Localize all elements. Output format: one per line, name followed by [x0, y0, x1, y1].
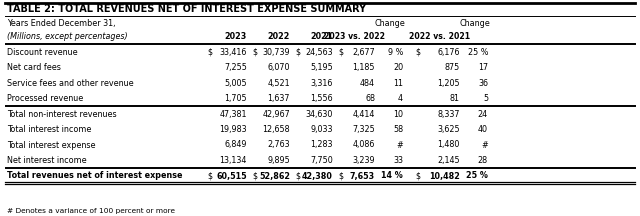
Text: 2,677: 2,677 [352, 48, 375, 57]
Text: 81: 81 [450, 94, 460, 103]
Text: $: $ [415, 172, 420, 181]
Text: 42,967: 42,967 [262, 110, 290, 119]
Text: 5: 5 [483, 94, 488, 103]
Text: 5,195: 5,195 [310, 63, 333, 72]
Text: 24: 24 [478, 110, 488, 119]
Text: #: # [396, 140, 403, 149]
Text: 30,739: 30,739 [262, 48, 290, 57]
Text: 36: 36 [478, 78, 488, 87]
Text: 6,176: 6,176 [438, 48, 460, 57]
Text: # Denotes a variance of 100 percent or more: # Denotes a variance of 100 percent or m… [7, 208, 175, 214]
Text: 7,255: 7,255 [224, 63, 247, 72]
Text: $: $ [252, 172, 257, 181]
Text: $: $ [207, 48, 212, 57]
Text: Change: Change [460, 19, 490, 27]
Text: 1,637: 1,637 [268, 94, 290, 103]
Text: 58: 58 [393, 125, 403, 134]
Text: 1,480: 1,480 [438, 140, 460, 149]
Text: Total non-interest revenues: Total non-interest revenues [7, 110, 116, 119]
Text: 5,005: 5,005 [225, 78, 247, 87]
Text: 25 %: 25 % [467, 48, 488, 57]
Text: 7,750: 7,750 [310, 156, 333, 165]
Text: 4,414: 4,414 [353, 110, 375, 119]
Text: 3,316: 3,316 [310, 78, 333, 87]
Text: 9,895: 9,895 [268, 156, 290, 165]
Text: #: # [481, 140, 488, 149]
Text: 24,563: 24,563 [305, 48, 333, 57]
Text: 68: 68 [365, 94, 375, 103]
Text: $: $ [338, 48, 343, 57]
Text: $: $ [338, 172, 343, 181]
Text: Total interest expense: Total interest expense [7, 140, 95, 149]
Text: 2,145: 2,145 [437, 156, 460, 165]
Text: 1,185: 1,185 [353, 63, 375, 72]
Text: 2,763: 2,763 [268, 140, 290, 149]
Text: 2023: 2023 [225, 32, 247, 41]
Text: $: $ [295, 48, 300, 57]
Text: 1,205: 1,205 [437, 78, 460, 87]
Text: 47,381: 47,381 [220, 110, 247, 119]
Text: Years Ended December 31,: Years Ended December 31, [7, 19, 115, 27]
Text: 4,521: 4,521 [268, 78, 290, 87]
Text: Total revenues net of interest expense: Total revenues net of interest expense [7, 172, 182, 181]
Text: $: $ [295, 172, 300, 181]
Text: 14 %: 14 % [381, 172, 403, 181]
Text: 60,515: 60,515 [216, 172, 247, 181]
Text: 1,705: 1,705 [225, 94, 247, 103]
Text: 33,416: 33,416 [220, 48, 247, 57]
Text: 34,630: 34,630 [306, 110, 333, 119]
Text: $: $ [415, 48, 420, 57]
Text: 7,325: 7,325 [352, 125, 375, 134]
Text: Net interest income: Net interest income [7, 156, 86, 165]
Text: 3,625: 3,625 [437, 125, 460, 134]
Text: 7,653: 7,653 [350, 172, 375, 181]
Text: 12,658: 12,658 [262, 125, 290, 134]
Text: 4,086: 4,086 [353, 140, 375, 149]
Text: 484: 484 [360, 78, 375, 87]
Text: 6,070: 6,070 [268, 63, 290, 72]
Text: 6,849: 6,849 [225, 140, 247, 149]
Text: 11: 11 [393, 78, 403, 87]
Text: (Millions, except percentages): (Millions, except percentages) [7, 32, 127, 41]
Text: 52,862: 52,862 [259, 172, 290, 181]
Text: 20: 20 [393, 63, 403, 72]
Text: Processed revenue: Processed revenue [7, 94, 83, 103]
Text: TABLE 2: TOTAL REVENUES NET OF INTEREST EXPENSE SUMMARY: TABLE 2: TOTAL REVENUES NET OF INTEREST … [7, 3, 366, 13]
Text: 8,337: 8,337 [438, 110, 460, 119]
Text: 2022 vs. 2021: 2022 vs. 2021 [409, 32, 470, 41]
Text: 2021: 2021 [311, 32, 333, 41]
Text: 17: 17 [478, 63, 488, 72]
Text: Discount revenue: Discount revenue [7, 48, 77, 57]
Text: Change: Change [374, 19, 405, 27]
Text: 40: 40 [478, 125, 488, 134]
Text: Service fees and other revenue: Service fees and other revenue [7, 78, 134, 87]
Text: 3,239: 3,239 [353, 156, 375, 165]
Text: 4: 4 [398, 94, 403, 103]
Text: Total interest income: Total interest income [7, 125, 92, 134]
Text: 33: 33 [393, 156, 403, 165]
Text: $: $ [207, 172, 212, 181]
Text: 10,482: 10,482 [429, 172, 460, 181]
Text: 9,033: 9,033 [310, 125, 333, 134]
Text: 2022: 2022 [268, 32, 290, 41]
Text: Net card fees: Net card fees [7, 63, 61, 72]
Text: 19,983: 19,983 [220, 125, 247, 134]
Text: 13,134: 13,134 [220, 156, 247, 165]
Text: 28: 28 [478, 156, 488, 165]
Text: 25 %: 25 % [466, 172, 488, 181]
Text: 10: 10 [393, 110, 403, 119]
Text: $: $ [252, 48, 257, 57]
Text: 9 %: 9 % [388, 48, 403, 57]
Text: 1,283: 1,283 [310, 140, 333, 149]
Text: 42,380: 42,380 [302, 172, 333, 181]
Text: 875: 875 [445, 63, 460, 72]
Text: 2023 vs. 2022: 2023 vs. 2022 [324, 32, 385, 41]
Text: 1,556: 1,556 [310, 94, 333, 103]
